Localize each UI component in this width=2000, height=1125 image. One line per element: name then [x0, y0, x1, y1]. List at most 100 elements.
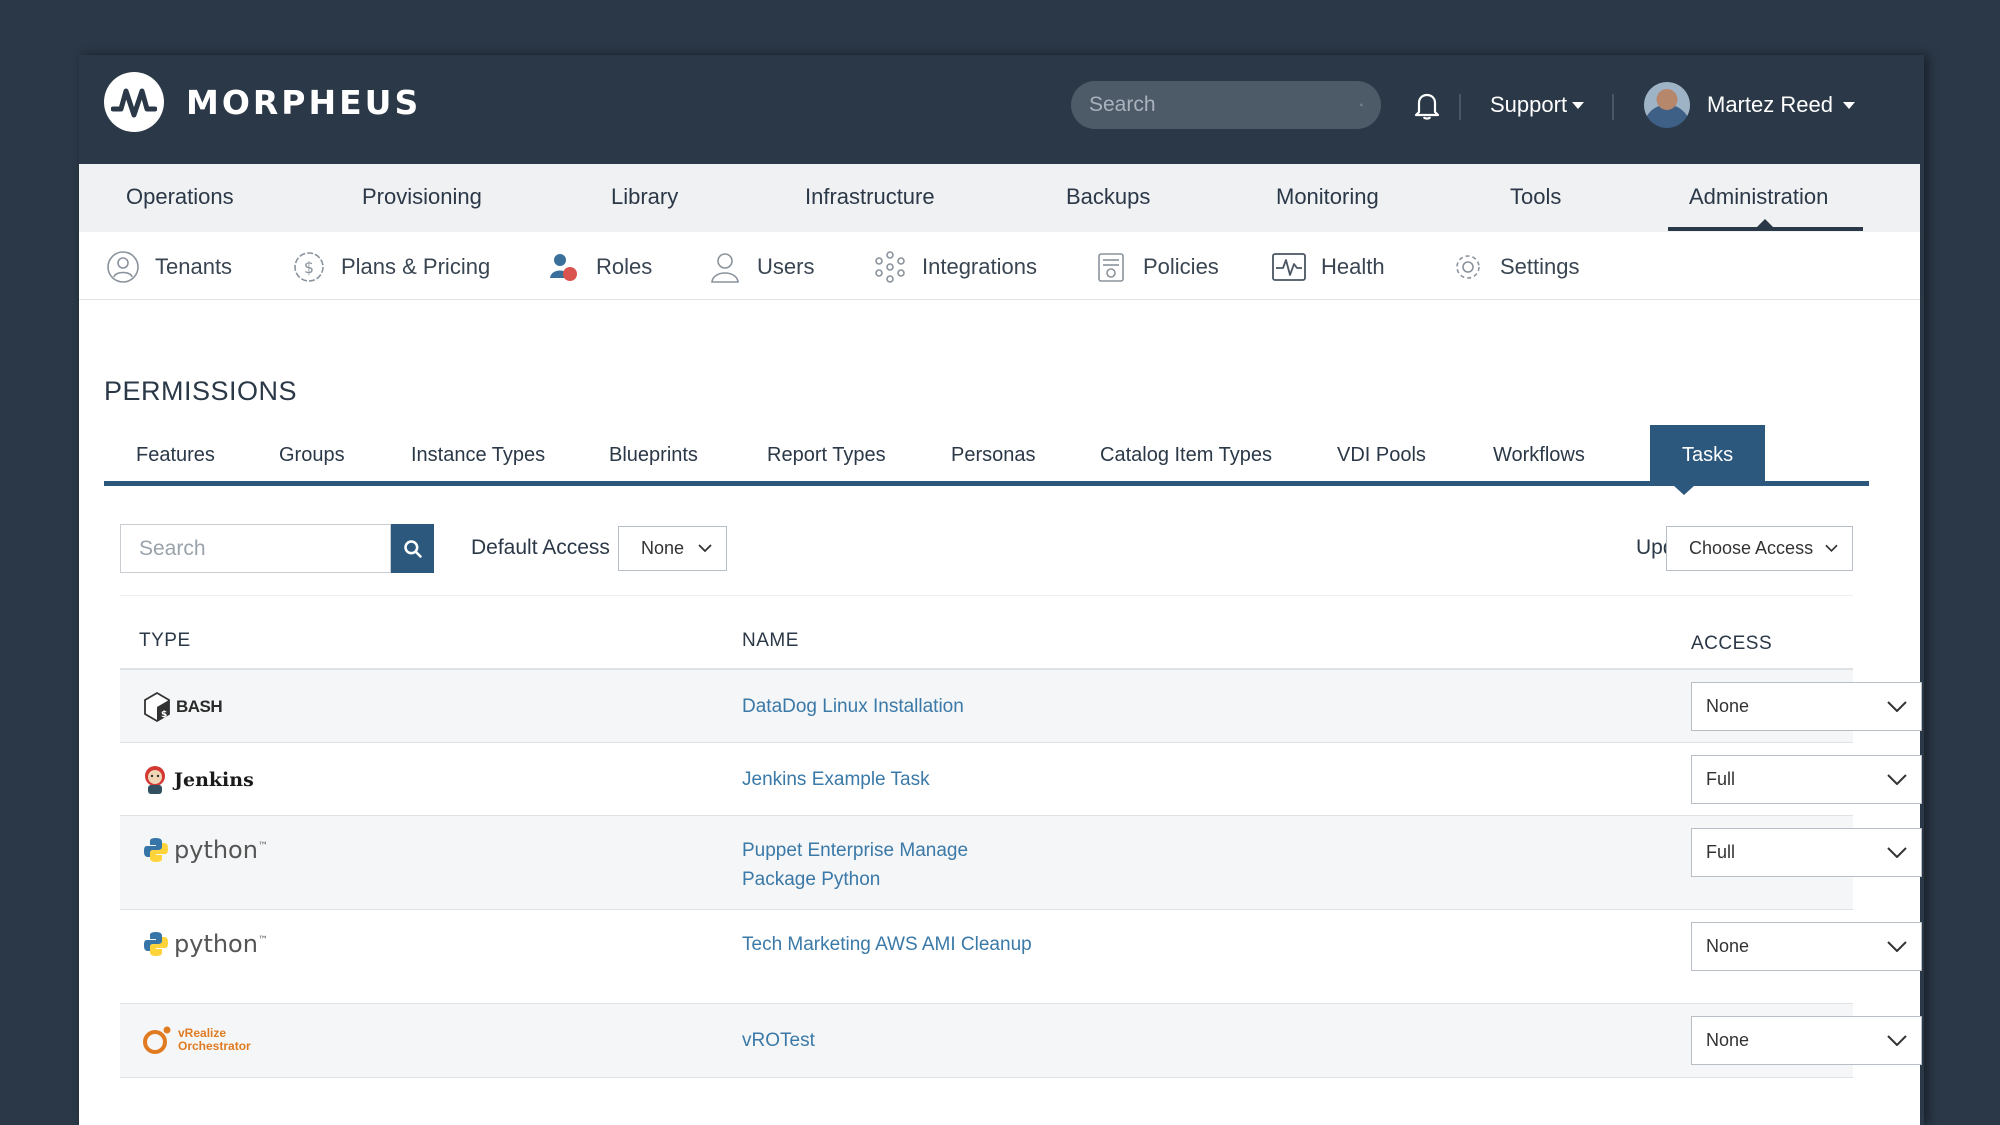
access-select[interactable]: Full	[1691, 828, 1922, 877]
table-row: python™ Tech Marketing AWS AMI Cleanup N…	[120, 910, 1922, 1004]
nav-backups[interactable]: Backups	[1066, 184, 1151, 209]
nav-library[interactable]: Library	[611, 184, 679, 209]
tab-tasks[interactable]: Tasks	[1650, 425, 1766, 483]
access-select[interactable]: None	[1691, 1016, 1922, 1065]
task-search[interactable]	[120, 524, 391, 573]
gear-icon	[1456, 255, 1480, 279]
tab-workflows[interactable]: Workflows	[1493, 444, 1585, 466]
task-name-link[interactable]: Tech Marketing AWS AMI Cleanup	[742, 934, 1032, 955]
support-label: Support	[1490, 92, 1568, 117]
header-divider	[1459, 94, 1461, 120]
task-name-link[interactable]: Jenkins Example Task	[742, 769, 930, 790]
table-row: python™ Puppet Enterprise Manage Package…	[120, 816, 1922, 910]
chevron-down-icon	[1887, 774, 1907, 785]
task-permissions-table: TYPE NAME ACCESS $ BASH DataDog Linux In…	[120, 630, 1922, 1078]
subnav-health[interactable]: Health	[1271, 250, 1385, 284]
admin-sub-nav: Tenants $ Plans & Pricing Roles Users In…	[79, 232, 1920, 300]
filter-row: Default Access None Update All Choose Ac…	[120, 524, 1853, 574]
chevron-down-icon	[1887, 701, 1907, 712]
subnav-tenants[interactable]: Tenants	[105, 250, 232, 284]
subnav-policies[interactable]: Policies	[1093, 250, 1219, 284]
table-row: $ BASH DataDog Linux Installation None	[120, 670, 1922, 743]
chevron-down-icon	[1825, 544, 1838, 552]
morpheus-logo[interactable]: MORPHEUS	[104, 72, 421, 132]
search-button[interactable]	[391, 524, 434, 573]
health-icon	[1272, 253, 1306, 281]
user-name: Martez Reed	[1707, 92, 1833, 117]
task-type-cell: python™	[142, 930, 268, 958]
caret-down-icon	[1842, 101, 1855, 109]
subnav-settings-label: Settings	[1500, 254, 1580, 279]
tab-report-types[interactable]: Report Types	[767, 444, 886, 466]
bash-icon: $	[144, 691, 170, 723]
python-icon	[144, 838, 168, 862]
tab-catalog-item-types[interactable]: Catalog Item Types	[1100, 444, 1272, 466]
task-name-link[interactable]: Puppet Enterprise Manage Package Python	[742, 840, 969, 890]
tab-vdi-pools[interactable]: VDI Pools	[1337, 444, 1426, 466]
default-access-select[interactable]: None	[618, 526, 727, 571]
task-search-input[interactable]	[121, 525, 390, 572]
column-header-type: TYPE	[139, 630, 191, 651]
default-access-value: None	[641, 538, 685, 558]
nav-operations[interactable]: Operations	[126, 184, 234, 209]
access-select[interactable]: None	[1691, 682, 1922, 731]
filter-divider	[120, 595, 1853, 596]
global-search-input[interactable]	[1089, 93, 1360, 117]
global-search[interactable]	[1071, 81, 1381, 129]
tab-blueprints[interactable]: Blueprints	[609, 444, 698, 466]
table-row: Jenkins Jenkins Example Task Full	[120, 743, 1922, 816]
nav-administration[interactable]: Administration	[1689, 184, 1829, 209]
subnav-settings[interactable]: Settings	[1450, 250, 1580, 284]
svg-text:$: $	[161, 710, 167, 720]
access-value: Full	[1706, 842, 1736, 862]
subnav-roles[interactable]: Roles	[546, 250, 652, 284]
morpheus-logo-icon	[104, 72, 164, 132]
table-header: TYPE NAME ACCESS	[120, 630, 1853, 670]
main-nav: Operations Provisioning Library Infrastr…	[79, 164, 1920, 232]
svg-text:$: $	[304, 258, 314, 277]
subnav-policies-label: Policies	[1143, 254, 1219, 279]
task-name-link[interactable]: DataDog Linux Installation	[742, 696, 964, 717]
integrations-icon	[875, 251, 905, 283]
subnav-plans-pricing[interactable]: $ Plans & Pricing	[291, 250, 490, 284]
task-type-label: BASH	[176, 697, 223, 716]
subnav-integrations[interactable]: Integrations	[872, 250, 1037, 284]
page-title: PERMISSIONS	[104, 376, 298, 406]
task-type-cell: vRealize Orchestrator	[142, 1024, 251, 1056]
top-header: MORPHEUS Support Martez Reed	[79, 0, 1920, 164]
avatar[interactable]	[1644, 82, 1690, 128]
task-type-label: vRealize Orchestrator	[178, 1026, 251, 1053]
access-select[interactable]: None	[1691, 922, 1922, 971]
search-icon[interactable]	[1360, 93, 1363, 117]
jenkins-icon	[145, 766, 165, 794]
tab-groups[interactable]: Groups	[279, 444, 345, 466]
chevron-down-icon	[1887, 1035, 1907, 1046]
policies-icon	[1098, 253, 1124, 282]
nav-infrastructure[interactable]: Infrastructure	[805, 184, 935, 209]
python-icon	[144, 932, 168, 956]
task-type-label: python™	[174, 930, 268, 958]
dollar-icon: $	[294, 252, 324, 282]
tenants-icon	[107, 251, 139, 283]
user-menu[interactable]: Martez Reed	[1644, 82, 1855, 128]
subnav-users[interactable]: Users	[707, 250, 814, 284]
tab-instance-types[interactable]: Instance Types	[411, 444, 546, 466]
permissions-tabs: Features Groups Instance Types Blueprint…	[104, 425, 1869, 495]
roles-icon	[550, 254, 577, 281]
nav-tools[interactable]: Tools	[1510, 184, 1562, 209]
tab-personas[interactable]: Personas	[951, 444, 1036, 466]
nav-provisioning[interactable]: Provisioning	[362, 184, 482, 209]
subnav-plans-label: Plans & Pricing	[341, 254, 491, 279]
tabs-underline	[104, 481, 1869, 486]
access-select[interactable]: Full	[1691, 755, 1922, 804]
morpheus-app: MORPHEUS Support Martez Reed Operations …	[79, 0, 1922, 1125]
default-access-label: Default Access	[471, 536, 610, 559]
bell-icon[interactable]	[1413, 90, 1441, 120]
update-all-select[interactable]: Choose Access	[1666, 526, 1853, 571]
nav-monitoring[interactable]: Monitoring	[1276, 184, 1379, 209]
tab-features[interactable]: Features	[136, 444, 215, 466]
task-name-link[interactable]: vROTest	[742, 1030, 815, 1051]
brand-name: MORPHEUS	[186, 82, 422, 122]
update-all-value: Choose Access	[1689, 538, 1814, 558]
support-menu[interactable]: Support	[1490, 92, 1585, 118]
